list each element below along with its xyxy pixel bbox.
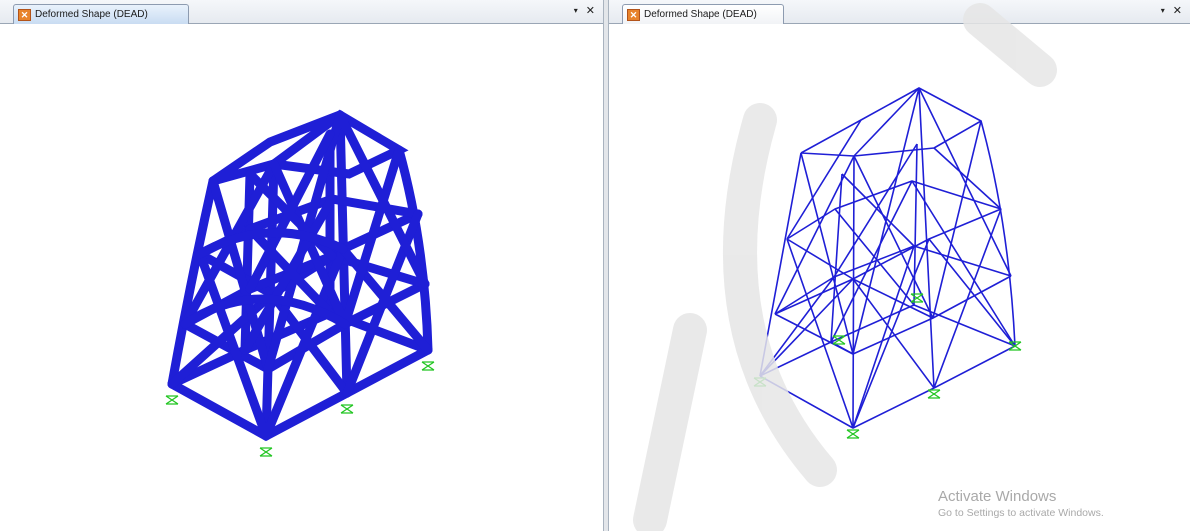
activation-title: Activate Windows [938, 488, 1057, 505]
structure-model-icon: ✕ [18, 8, 31, 21]
left-tab-title: Deformed Shape (DEAD) [35, 9, 148, 20]
close-window-icon[interactable]: ✕ [585, 5, 595, 17]
right-window-tab[interactable]: ✕ Deformed Shape (DEAD) [622, 4, 784, 24]
close-window-icon[interactable]: ✕ [1172, 5, 1182, 17]
left-tab-strip: ✕ Deformed Shape (DEAD) ▾ ✕ [0, 0, 603, 24]
right-window-controls: ▾ ✕ [1161, 5, 1182, 17]
left-model-window: ✕ Deformed Shape (DEAD) ▾ ✕ [0, 0, 603, 531]
support-symbols [165, 361, 435, 457]
window-dropdown-icon[interactable]: ▾ [1160, 6, 1165, 15]
deformed-shape-wireframe-view [753, 87, 1022, 439]
left-window-tab[interactable]: ✕ Deformed Shape (DEAD) [13, 4, 189, 24]
right-model-window: ✕ Deformed Shape (DEAD) ▾ ✕ [609, 0, 1190, 531]
extruded-frame-members [167, 109, 433, 442]
right-3d-viewport[interactable] [609, 24, 1190, 531]
structure-model-icon: ✕ [627, 8, 640, 21]
support-symbols [753, 293, 1022, 439]
window-dropdown-icon[interactable]: ▾ [573, 6, 578, 15]
left-3d-viewport[interactable] [0, 24, 603, 531]
windows-activation-notice: Activate Windows Go to Settings to activ… [938, 488, 1178, 521]
deformed-shape-extruded-view [165, 109, 435, 457]
pane-splitter[interactable] [603, 0, 609, 531]
right-tab-title: Deformed Shape (DEAD) [644, 9, 757, 20]
right-tab-strip: ✕ Deformed Shape (DEAD) ▾ ✕ [609, 0, 1190, 24]
left-window-controls: ▾ ✕ [574, 5, 595, 17]
activation-subtitle: Go to Settings to activate Windows. [938, 507, 1104, 519]
wireframe-frame-members [759, 87, 1016, 429]
